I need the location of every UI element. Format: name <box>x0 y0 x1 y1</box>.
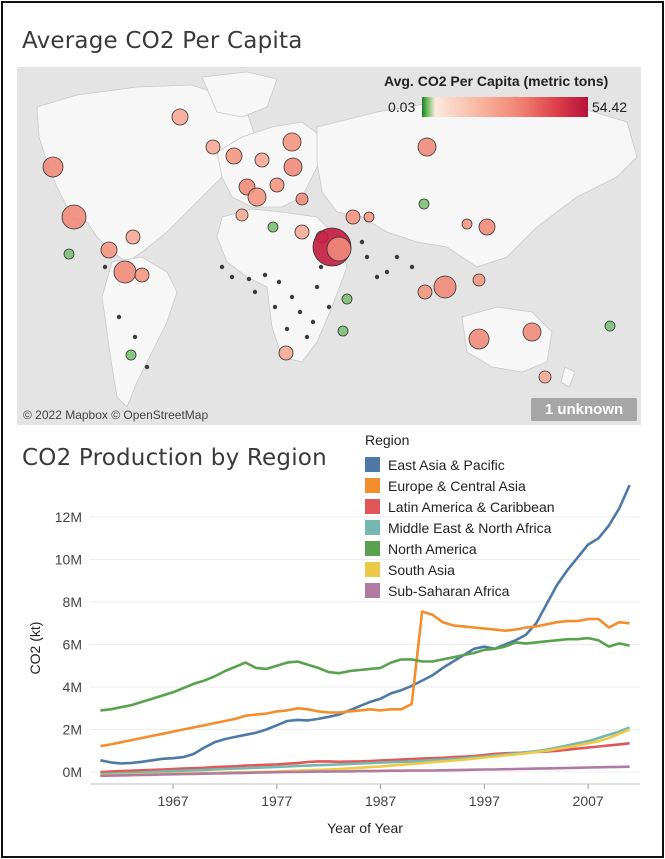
map-bubble <box>171 108 189 126</box>
legend-item[interactable]: North America <box>365 538 555 559</box>
map-bubble <box>478 218 496 236</box>
map-bubble <box>247 187 267 207</box>
map-dot <box>246 276 252 282</box>
map-bubble <box>337 325 349 337</box>
legend-swatch <box>365 478 380 493</box>
map-title: Average CO2 Per Capita <box>22 28 303 54</box>
legend-swatch <box>365 457 380 472</box>
map-bubble <box>278 345 294 361</box>
map-dot <box>384 269 390 275</box>
map-legend-min: 0.03 <box>388 99 416 115</box>
map-legend-max: 54.42 <box>592 99 628 115</box>
map-dot <box>409 264 415 270</box>
map-bubble <box>254 152 270 168</box>
legend-swatch <box>365 583 380 598</box>
map-bubble <box>418 198 430 210</box>
map-bubble <box>125 229 141 245</box>
map-bubble <box>267 221 279 233</box>
map-bubble <box>269 177 285 193</box>
legend-item[interactable]: East Asia & Pacific <box>365 454 555 475</box>
legend-label: East Asia & Pacific <box>388 456 505 473</box>
legend-label: Europe & Central Asia <box>388 477 526 494</box>
legend-label: Latin America & Caribbean <box>388 498 555 515</box>
map-bubble <box>433 275 457 299</box>
map-bubble <box>295 192 309 206</box>
map-dot <box>252 289 258 295</box>
map-dot <box>310 319 316 325</box>
map-bubble <box>461 218 473 230</box>
map-attribution[interactable]: © 2022 Mapbox © OpenStreetMap <box>23 408 209 422</box>
legend-item[interactable]: Middle East & North Africa <box>365 517 555 538</box>
map-bubble <box>522 322 542 342</box>
legend-item[interactable]: Sub-Saharan Africa <box>365 580 555 601</box>
map-bubble <box>100 241 118 259</box>
map-bubble <box>42 156 64 178</box>
map-bubble <box>326 236 352 262</box>
map-bubble <box>235 208 249 222</box>
legend-label: Middle East & North Africa <box>388 519 552 536</box>
map-dot <box>304 334 310 340</box>
map-dot <box>289 294 295 300</box>
map-dot <box>132 334 138 340</box>
legend-item[interactable]: Latin America & Caribbean <box>365 496 555 517</box>
map-bubble <box>604 320 616 332</box>
map-dot <box>102 264 108 270</box>
map-bubble <box>61 204 87 230</box>
map-bubble <box>205 139 221 155</box>
new-zealand-land <box>560 366 576 388</box>
greenland-land <box>201 71 278 118</box>
map-dot <box>318 264 324 270</box>
chart-title: CO2 Production by Region <box>22 445 327 471</box>
map-dot <box>284 326 290 332</box>
legend-item[interactable]: South Asia <box>365 559 555 580</box>
map-dot <box>297 309 303 315</box>
map-dot <box>359 239 365 245</box>
map-dot <box>262 272 268 278</box>
legend-swatch <box>365 541 380 556</box>
map-bubbles-layer <box>42 108 616 384</box>
map-bubble <box>341 293 353 305</box>
unknown-badge[interactable]: 1 unknown <box>531 398 637 421</box>
map-bubble <box>472 273 486 287</box>
map-bubble <box>417 137 437 157</box>
map-dot <box>219 264 225 270</box>
legend-label: Sub-Saharan Africa <box>388 582 510 599</box>
map-dot <box>276 279 282 285</box>
map-dot <box>229 274 235 280</box>
legend-swatch <box>365 562 380 577</box>
legend-swatch <box>365 499 380 514</box>
map-bubble <box>134 267 150 283</box>
map-bubble <box>125 349 137 361</box>
map-dot <box>374 274 380 280</box>
map-bubble <box>294 224 310 240</box>
map-bubble <box>468 328 490 350</box>
map-dot <box>364 254 370 260</box>
co2-map[interactable] <box>17 67 641 425</box>
region-legend: Region East Asia & Pacific Europe & Centr… <box>365 432 555 601</box>
map-dot <box>314 284 320 290</box>
legend-item[interactable]: Europe & Central Asia <box>365 475 555 496</box>
map-legend-title: Avg. CO2 Per Capita (metric tons) <box>384 73 609 89</box>
map-legend-color-bar <box>422 97 588 117</box>
map-bubble <box>345 209 361 225</box>
legend-swatch <box>365 520 380 535</box>
legend-label: North America <box>388 540 477 557</box>
map-bubble <box>417 284 433 300</box>
map-dot <box>394 254 400 260</box>
map-bubble <box>538 370 552 384</box>
map-dot <box>116 314 122 320</box>
map-bubble <box>363 211 375 223</box>
map-dot <box>326 304 332 310</box>
legend-title: Region <box>365 432 410 448</box>
map-dot <box>144 364 150 370</box>
south-america-land <box>101 256 178 408</box>
map-bubble <box>283 157 303 177</box>
map-dot <box>272 304 278 310</box>
map-bubble <box>282 132 302 152</box>
map-bubble <box>225 147 243 165</box>
map-bubble <box>63 248 75 260</box>
map-bubble <box>113 260 137 284</box>
legend-label: South Asia <box>388 561 455 578</box>
